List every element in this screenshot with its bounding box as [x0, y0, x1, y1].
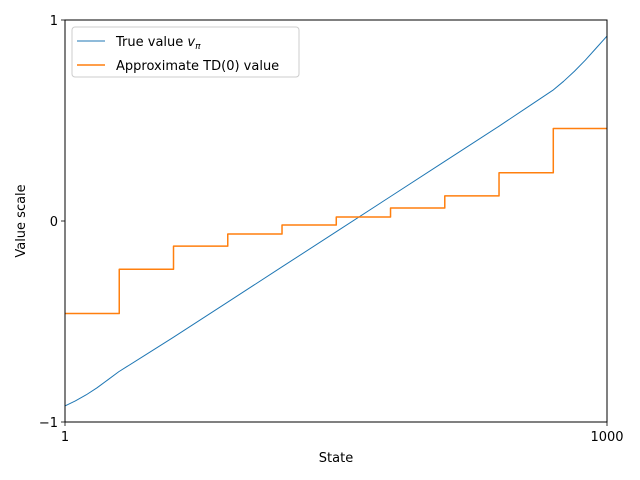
x-axis-title: State	[319, 451, 353, 466]
legend-label-true-value-main: True value	[115, 35, 187, 50]
legend-box	[71, 26, 300, 78]
legend: True value vπ Approximate TD(0) value	[71, 26, 300, 78]
y-axis-title: Value scale	[14, 184, 29, 257]
x-tick-label-1: 1000	[590, 430, 623, 445]
series-line-0	[64, 35, 608, 407]
x-tick-label-0: 1	[61, 430, 69, 445]
legend-label-true-value: True value vπ	[115, 35, 201, 52]
y-tick-label-0: −1	[39, 416, 58, 431]
series-layer	[64, 35, 608, 407]
ticks-layer: 1 1000 −1 0 1	[39, 14, 624, 445]
y-tick-label-1: 0	[50, 215, 58, 230]
y-tick-label-2: 1	[50, 14, 58, 29]
series-line-1	[65, 127, 607, 315]
legend-label-true-value-subscript: π	[195, 42, 201, 52]
legend-label-true-value-symbol: v	[187, 35, 195, 50]
legend-label-approximate-td0: Approximate TD(0) value	[116, 59, 279, 74]
